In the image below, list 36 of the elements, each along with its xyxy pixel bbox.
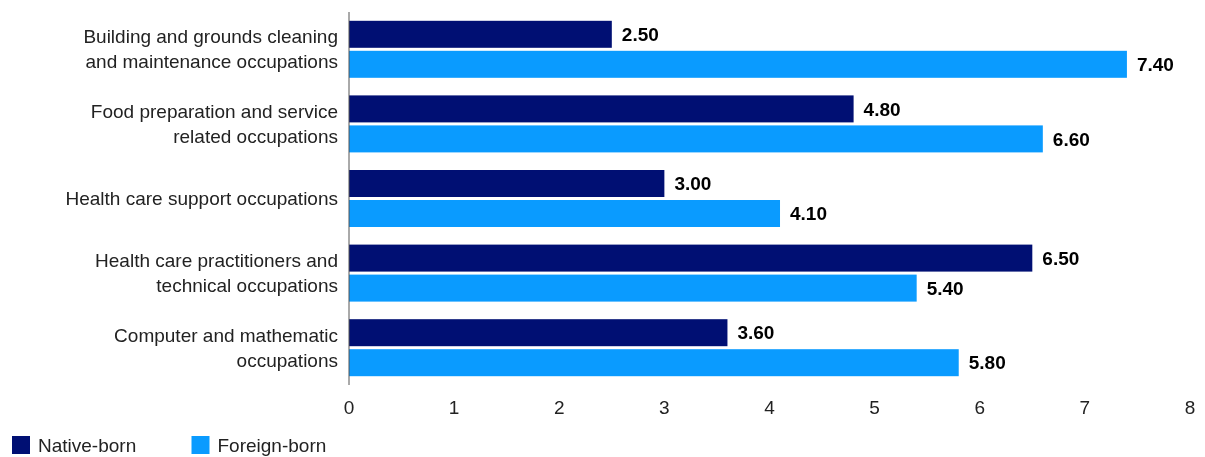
- y-tick-label: Health care support occupations: [65, 188, 338, 210]
- data-label: 3.60: [737, 322, 775, 344]
- data-label: 2.50: [621, 23, 659, 45]
- bar: [349, 95, 854, 123]
- data-label: 4.10: [790, 203, 827, 225]
- bar: [349, 125, 1043, 153]
- x-tick-label: 4: [764, 397, 776, 418]
- x-tick-label: 8: [1184, 397, 1196, 418]
- data-label: 5.40: [926, 277, 964, 299]
- data-label: 5.80: [968, 352, 1006, 374]
- x-tick-label: 7: [1079, 397, 1091, 418]
- y-tick-label: Food preparation and service related occupations: [90, 101, 338, 148]
- bar: [349, 244, 1033, 272]
- bar: [349, 20, 612, 48]
- x-tick-label: 3: [659, 397, 670, 418]
- data-label: 3.00: [674, 173, 712, 195]
- bar: [349, 170, 665, 197]
- bar: [349, 200, 781, 227]
- bar: [349, 349, 959, 377]
- data-label: 4.80: [863, 98, 901, 120]
- legend-label: Foreign-born: [217, 434, 327, 456]
- data-label: 6.50: [1042, 247, 1080, 269]
- x-tick-label: 2: [553, 397, 565, 418]
- data-label: 7.40: [1136, 53, 1174, 75]
- legend-label: Native-born: [38, 434, 137, 456]
- bar: [349, 274, 917, 302]
- x-tick-label: 5: [869, 397, 880, 418]
- y-tick-label: Computer and mathematic occupations: [114, 324, 338, 371]
- bar: [349, 50, 1127, 78]
- x-tick-label: 1: [448, 397, 460, 418]
- bar: [349, 319, 728, 347]
- x-tick-label: 0: [343, 397, 355, 418]
- x-tick-label: 6: [974, 397, 986, 418]
- y-tick-label: Health care practitioners and technical occupations: [95, 250, 338, 297]
- data-label: 6.60: [1052, 128, 1090, 150]
- y-tick-label: Building and grounds cleaning and maintenance occupations: [83, 26, 338, 73]
